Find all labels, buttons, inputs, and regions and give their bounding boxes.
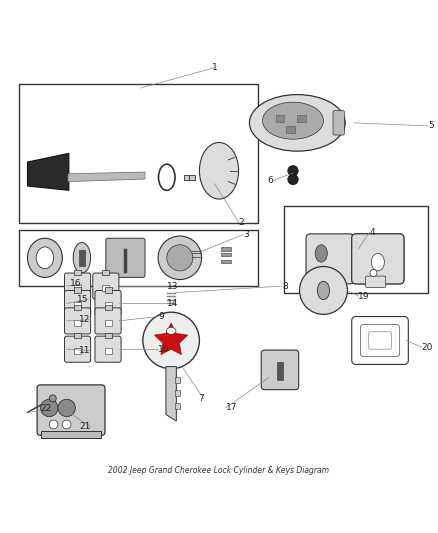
Circle shape [300,266,347,314]
Bar [276,115,284,122]
Bar [175,403,180,409]
FancyBboxPatch shape [333,111,344,135]
Text: 3: 3 [243,230,249,239]
Bar [74,348,81,354]
Bar [105,333,112,338]
Polygon shape [68,172,145,182]
FancyBboxPatch shape [95,290,121,317]
FancyBboxPatch shape [352,234,404,284]
Text: 7: 7 [198,394,204,403]
Text: 10: 10 [158,345,170,354]
Text: 17: 17 [226,403,237,413]
Text: 21: 21 [79,422,91,431]
Bar [74,285,81,292]
Text: 11: 11 [79,346,91,355]
Text: 20: 20 [421,343,433,352]
Text: 19: 19 [358,292,370,301]
Text: 15: 15 [77,295,88,304]
Polygon shape [166,367,177,421]
Bar [105,305,112,310]
Bar [102,270,110,275]
FancyBboxPatch shape [261,350,299,390]
Text: 4: 4 [369,228,375,237]
Bar [221,247,231,251]
Circle shape [41,399,58,417]
Ellipse shape [371,254,385,271]
Bar [41,431,102,439]
Bar [19,84,258,223]
Polygon shape [28,154,69,190]
Text: 9: 9 [158,312,164,321]
Bar [286,126,295,133]
Bar [284,206,428,293]
Text: 5: 5 [428,122,434,131]
Bar [124,249,127,273]
Ellipse shape [250,94,345,151]
Text: 22: 22 [40,405,51,413]
Ellipse shape [318,281,329,300]
FancyBboxPatch shape [64,308,91,334]
Text: 16: 16 [71,279,82,288]
Text: 8: 8 [282,281,288,290]
Circle shape [62,420,71,429]
Bar [105,320,112,326]
FancyBboxPatch shape [37,385,105,435]
FancyBboxPatch shape [106,238,145,277]
Text: 13: 13 [167,281,178,290]
Bar [74,302,81,309]
Bar [189,175,194,180]
Bar [221,253,231,256]
Bar [277,362,283,379]
Circle shape [288,166,298,176]
Bar [74,287,81,293]
Ellipse shape [73,243,91,273]
FancyBboxPatch shape [64,273,91,299]
Bar [105,302,112,309]
Ellipse shape [262,102,323,139]
Bar [221,260,231,263]
FancyBboxPatch shape [95,336,121,362]
FancyBboxPatch shape [366,276,386,287]
Circle shape [288,174,298,184]
Ellipse shape [166,327,176,334]
Bar [74,320,81,326]
Bar [74,333,81,338]
Text: 2002 Jeep Grand Cherokee Lock Cylinder & Keys Diagram: 2002 Jeep Grand Cherokee Lock Cylinder &… [109,466,329,475]
Ellipse shape [36,247,53,269]
Ellipse shape [158,236,201,279]
Bar [102,285,110,292]
Bar [184,175,189,180]
FancyBboxPatch shape [95,308,121,334]
Ellipse shape [167,245,193,271]
Ellipse shape [28,238,62,277]
Bar [105,348,112,354]
Circle shape [143,312,199,369]
Text: 14: 14 [167,299,178,308]
Bar [175,377,180,383]
Circle shape [370,270,377,277]
Bar [19,230,258,286]
Bar [297,115,306,122]
Text: 6: 6 [268,176,273,185]
FancyBboxPatch shape [64,336,91,362]
FancyBboxPatch shape [64,290,91,317]
FancyBboxPatch shape [306,234,354,284]
Bar [105,287,112,293]
Bar [74,270,81,275]
Ellipse shape [315,245,327,262]
Bar [175,390,180,396]
Bar [74,305,81,310]
Text: 12: 12 [79,315,91,324]
Text: 2: 2 [239,217,244,227]
Circle shape [49,420,58,429]
Text: 1: 1 [212,63,218,72]
Polygon shape [155,323,187,354]
Bar [79,250,85,265]
Ellipse shape [199,142,239,199]
FancyBboxPatch shape [93,273,119,299]
Ellipse shape [49,395,56,402]
Circle shape [58,399,75,417]
